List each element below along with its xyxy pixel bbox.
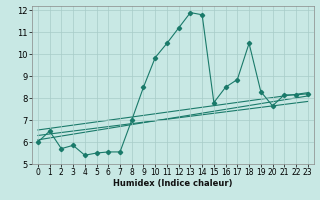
X-axis label: Humidex (Indice chaleur): Humidex (Indice chaleur) xyxy=(113,179,233,188)
